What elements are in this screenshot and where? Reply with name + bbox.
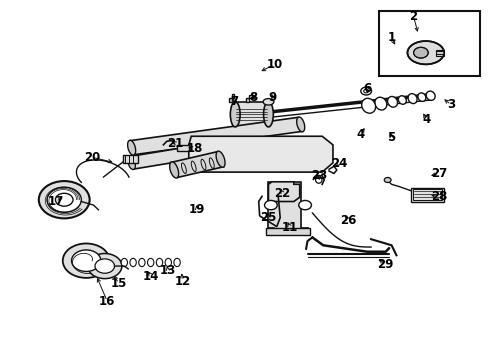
Text: 5: 5 (388, 131, 396, 144)
Text: 16: 16 (99, 295, 116, 308)
Ellipse shape (264, 102, 273, 127)
Ellipse shape (230, 102, 240, 127)
Text: 25: 25 (260, 211, 277, 224)
Ellipse shape (263, 99, 274, 105)
Ellipse shape (216, 151, 225, 167)
Bar (123, 155, 138, 163)
Ellipse shape (384, 177, 391, 183)
Polygon shape (266, 228, 311, 234)
Ellipse shape (408, 94, 417, 104)
Text: 3: 3 (447, 98, 455, 111)
Text: 14: 14 (143, 270, 159, 283)
Ellipse shape (375, 97, 387, 110)
Text: 1: 1 (388, 31, 395, 45)
Ellipse shape (414, 47, 428, 58)
Text: 4: 4 (423, 113, 431, 126)
Text: 4: 4 (357, 127, 365, 141)
Ellipse shape (418, 93, 426, 102)
Polygon shape (436, 50, 444, 55)
Text: 18: 18 (187, 142, 203, 155)
Ellipse shape (408, 41, 444, 64)
Text: 17: 17 (48, 195, 64, 208)
Ellipse shape (170, 162, 179, 178)
Text: 28: 28 (431, 190, 447, 203)
Circle shape (88, 253, 122, 279)
Ellipse shape (361, 87, 371, 95)
Ellipse shape (296, 117, 305, 132)
Ellipse shape (362, 98, 376, 113)
Text: 12: 12 (174, 275, 191, 288)
Bar (413, 189, 442, 200)
Text: 19: 19 (189, 203, 205, 216)
Text: 20: 20 (84, 151, 100, 164)
Polygon shape (229, 94, 234, 102)
Text: 27: 27 (431, 167, 447, 180)
Ellipse shape (165, 258, 172, 267)
Circle shape (95, 259, 115, 273)
Ellipse shape (388, 96, 397, 107)
Polygon shape (130, 117, 301, 155)
Text: 2: 2 (410, 10, 417, 23)
Circle shape (265, 201, 277, 210)
Ellipse shape (316, 177, 322, 183)
Ellipse shape (398, 96, 406, 104)
Text: 22: 22 (274, 187, 291, 200)
Polygon shape (246, 95, 254, 102)
Text: 15: 15 (111, 277, 127, 290)
Polygon shape (189, 136, 333, 172)
Ellipse shape (121, 258, 127, 267)
Ellipse shape (364, 89, 368, 93)
Bar (379, 12, 480, 76)
Ellipse shape (426, 91, 435, 100)
Polygon shape (130, 141, 225, 169)
Ellipse shape (127, 140, 136, 155)
Text: 13: 13 (160, 264, 176, 277)
Circle shape (47, 187, 81, 212)
Text: 10: 10 (266, 58, 282, 71)
Polygon shape (171, 152, 224, 177)
Polygon shape (269, 182, 308, 234)
Ellipse shape (174, 258, 180, 267)
Text: 23: 23 (311, 169, 327, 182)
Circle shape (299, 201, 312, 210)
Text: 7: 7 (230, 95, 238, 108)
Bar (411, 188, 444, 202)
Bar (176, 145, 189, 151)
Text: 26: 26 (341, 214, 357, 227)
Ellipse shape (139, 258, 145, 267)
Ellipse shape (130, 258, 136, 267)
Ellipse shape (156, 258, 163, 267)
Text: 21: 21 (167, 136, 183, 149)
Text: 11: 11 (282, 221, 298, 234)
Text: 6: 6 (363, 82, 371, 95)
Text: 9: 9 (268, 91, 276, 104)
Ellipse shape (128, 156, 135, 170)
Circle shape (63, 243, 110, 278)
Polygon shape (269, 182, 300, 202)
Text: 8: 8 (250, 91, 258, 104)
Text: 24: 24 (331, 157, 347, 170)
Text: 29: 29 (377, 258, 394, 271)
Polygon shape (235, 102, 269, 127)
Circle shape (39, 181, 90, 219)
Circle shape (72, 250, 101, 271)
Ellipse shape (147, 258, 154, 267)
